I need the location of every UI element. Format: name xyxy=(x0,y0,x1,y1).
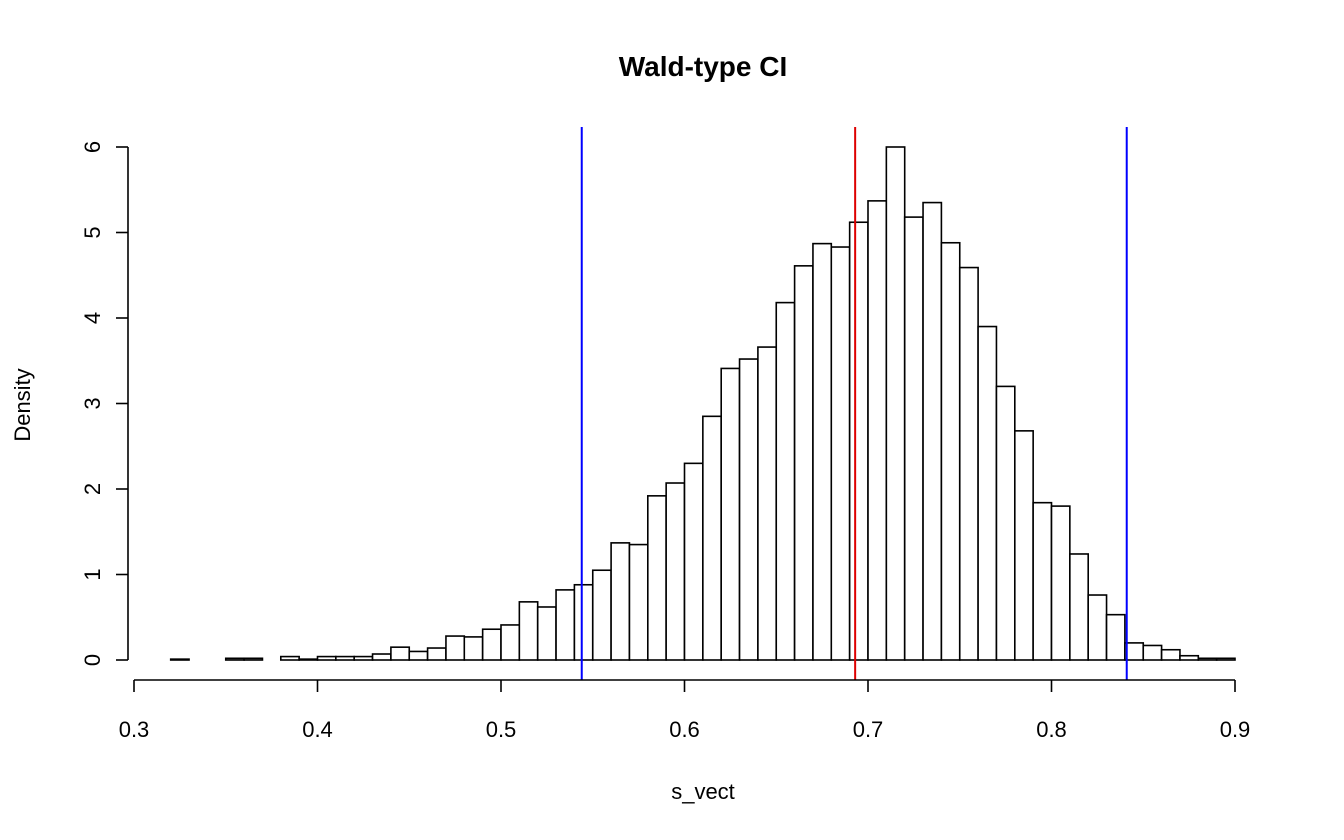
x-tick-label: 0.8 xyxy=(1036,717,1067,742)
histogram-bar xyxy=(1050,505,1071,661)
histogram-bar xyxy=(977,325,998,661)
histogram-bar xyxy=(224,657,245,661)
histogram-bar xyxy=(610,542,631,661)
y-tick-label: 3 xyxy=(80,397,105,409)
histogram-bar xyxy=(390,646,411,661)
histogram-bar xyxy=(848,221,869,661)
reference-lines xyxy=(580,127,1128,680)
histogram-bar xyxy=(793,265,814,661)
x-tick-label: 0.7 xyxy=(853,717,884,742)
y-tick-label: 6 xyxy=(80,141,105,153)
histogram-bar xyxy=(1142,644,1163,661)
y-tick-label: 2 xyxy=(80,483,105,495)
histogram-bar xyxy=(1013,430,1034,661)
histogram-bar xyxy=(371,653,392,661)
histogram-bar xyxy=(316,655,337,661)
histogram-bar xyxy=(720,367,741,661)
histogram-bar xyxy=(1160,648,1181,661)
x-axis: 0.3 0.4 0.5 0.6 0.7 0.8 0.9 xyxy=(119,679,1251,742)
histogram-bar xyxy=(995,385,1016,661)
y-tick-label: 1 xyxy=(80,568,105,580)
x-tick-label: 0.4 xyxy=(302,717,333,742)
histogram-bar xyxy=(591,569,612,661)
histogram-bar xyxy=(518,601,539,661)
histogram-bar xyxy=(738,358,759,661)
y-axis-label: Density xyxy=(10,368,35,441)
chart-title: Wald-type CI xyxy=(619,51,788,82)
histogram-bar xyxy=(573,583,594,661)
x-tick-label: 0.9 xyxy=(1220,717,1251,742)
histogram-bar xyxy=(812,242,833,661)
histogram-bar xyxy=(1087,594,1108,661)
histogram-bar xyxy=(958,266,979,661)
histogram-bar xyxy=(445,635,466,661)
x-tick-label: 0.3 xyxy=(119,717,150,742)
histogram-bar xyxy=(500,624,521,661)
histogram-bar xyxy=(279,655,300,661)
histogram-bar xyxy=(426,647,447,661)
histogram-bar xyxy=(628,543,649,661)
x-tick-label: 0.6 xyxy=(669,717,700,742)
x-tick-label: 0.5 xyxy=(486,717,517,742)
histogram-bar xyxy=(646,495,667,661)
histogram-bar xyxy=(830,246,851,661)
histogram-bar xyxy=(922,201,943,661)
histogram-bar xyxy=(243,657,264,661)
y-tick-label: 5 xyxy=(80,226,105,238)
histogram-bar xyxy=(536,606,557,661)
histogram-bar xyxy=(775,301,796,661)
histogram-bar xyxy=(481,628,502,661)
y-tick-label: 0 xyxy=(80,654,105,666)
histogram-bar xyxy=(353,655,374,661)
histogram-bar xyxy=(335,655,356,661)
histogram-bar xyxy=(702,415,722,661)
histogram-bar xyxy=(1197,657,1218,661)
histogram-bar xyxy=(665,482,686,661)
x-axis-label: s_vect xyxy=(671,779,735,804)
histogram-bar xyxy=(885,146,906,661)
histogram-bar xyxy=(1179,654,1200,661)
y-axis: 0 1 2 3 4 5 6 xyxy=(80,141,129,666)
y-tick-label: 4 xyxy=(80,312,105,324)
histogram-bars xyxy=(169,146,1236,661)
histogram-bar xyxy=(683,462,704,661)
histogram-bar xyxy=(940,241,961,661)
histogram-bar xyxy=(463,636,484,661)
histogram-bar xyxy=(1215,657,1236,661)
histogram-bar xyxy=(1105,613,1126,661)
histogram-bar xyxy=(1032,501,1053,661)
histogram-bar xyxy=(169,658,190,661)
histogram-bar xyxy=(555,589,576,661)
histogram-bar xyxy=(757,346,778,661)
histogram-bar xyxy=(867,200,888,661)
histogram-bar xyxy=(408,650,429,661)
histogram-bar xyxy=(298,658,319,661)
histogram-bar xyxy=(1069,553,1089,661)
histogram-bar xyxy=(903,216,924,661)
